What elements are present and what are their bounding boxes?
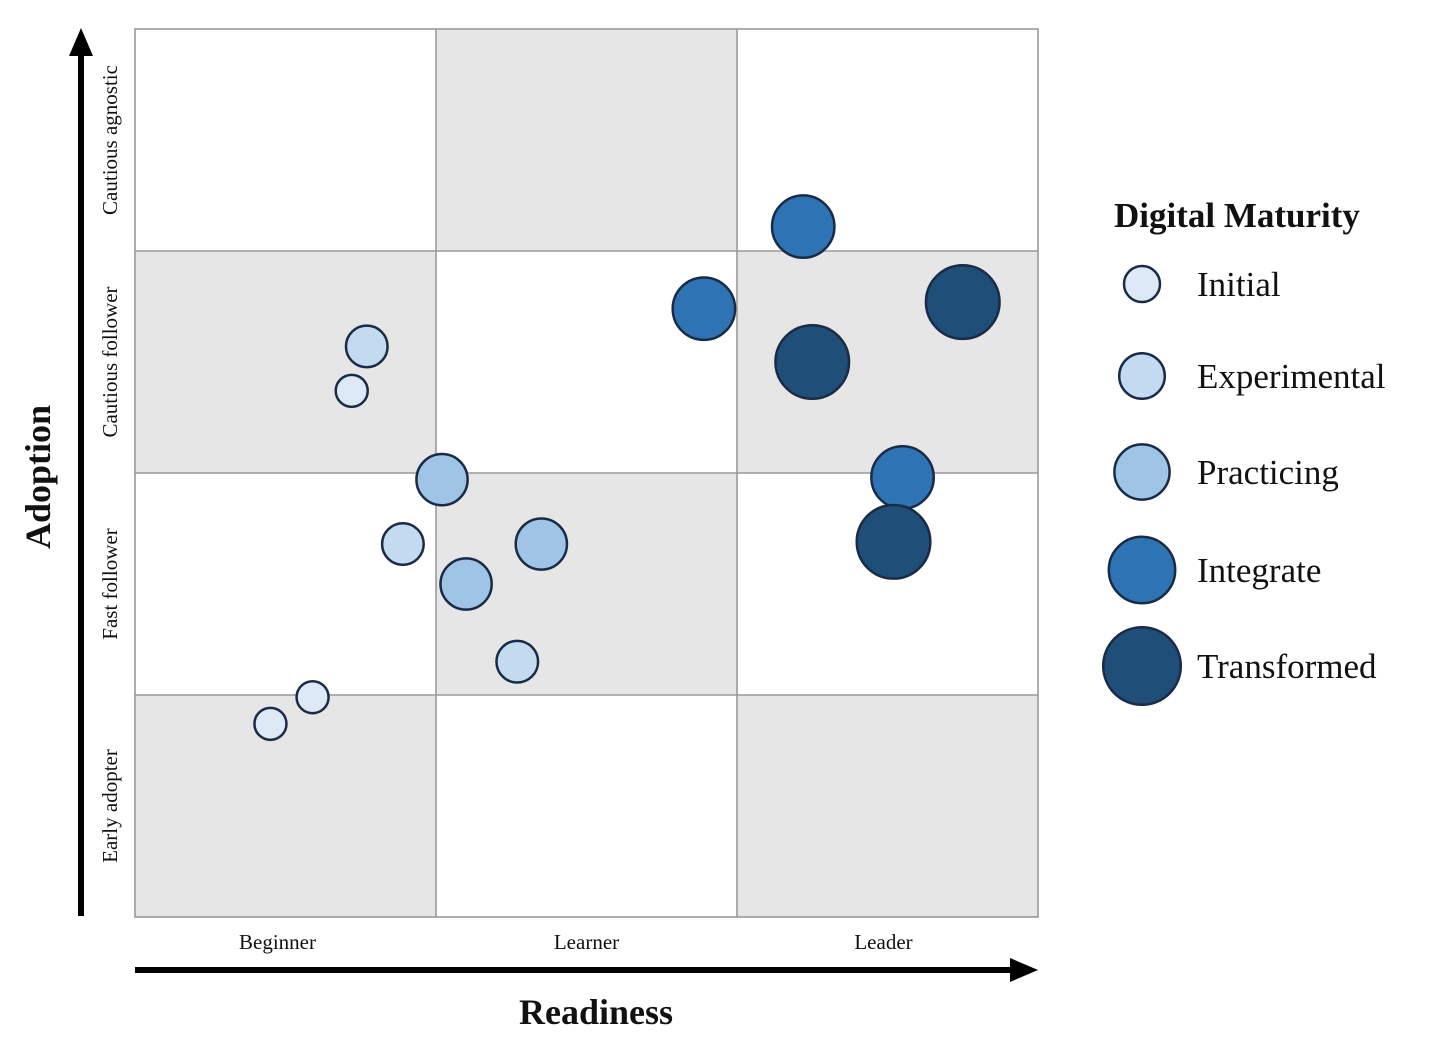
plot-frame bbox=[134, 28, 1039, 918]
bubble-initial bbox=[253, 706, 288, 742]
bubble-experimental bbox=[344, 324, 389, 369]
legend-swatch-experimental bbox=[1117, 351, 1167, 401]
legend-swatch-transformed bbox=[1101, 625, 1183, 707]
y-axis-title: Adoption bbox=[18, 405, 58, 549]
x-tick-label: Leader bbox=[854, 930, 912, 954]
bubble-practicing bbox=[514, 517, 569, 571]
bubble-practicing bbox=[415, 452, 469, 507]
legend-label-experimental: Experimental bbox=[1197, 357, 1386, 396]
y-tick-labels: Early adopter Fast follower Cautious follo… bbox=[98, 65, 122, 863]
grid-cell bbox=[135, 29, 436, 251]
grid-cell bbox=[436, 29, 737, 251]
bubble-integrate bbox=[870, 444, 935, 510]
legend-swatch-initial bbox=[1122, 264, 1162, 304]
bubble-transformed bbox=[774, 323, 851, 401]
legend-label-practicing: Practicing bbox=[1197, 453, 1339, 492]
grid-cell bbox=[135, 473, 436, 695]
bubble-integrate bbox=[671, 276, 737, 342]
legend-label-integrate: Integrate bbox=[1197, 551, 1321, 590]
bubbles bbox=[253, 194, 1001, 742]
bubble-integrate bbox=[770, 194, 836, 260]
y-tick-label: Early adopter bbox=[98, 749, 122, 863]
grid-cell bbox=[436, 695, 737, 917]
bubble-experimental bbox=[380, 521, 425, 567]
legend-label-initial: Initial bbox=[1197, 265, 1281, 304]
bubble-initial bbox=[295, 679, 330, 715]
y-axis-arrow-head bbox=[69, 28, 93, 56]
grid-cell bbox=[737, 695, 1038, 917]
legend-swatch-integrate bbox=[1107, 535, 1177, 605]
y-tick-label: Cautious follower bbox=[98, 286, 122, 437]
x-tick-labels: Beginner Learner Leader bbox=[239, 930, 913, 954]
axes: Adoption Readiness bbox=[18, 28, 1038, 1032]
x-tick-label: Beginner bbox=[239, 930, 316, 954]
y-tick-label: Cautious agnostic bbox=[98, 65, 122, 215]
legend: Digital Maturity Initial Experimental Prac… bbox=[1101, 196, 1386, 707]
x-axis-title: Readiness bbox=[519, 992, 673, 1032]
grid-cell bbox=[135, 251, 436, 473]
x-axis-arrow-head bbox=[1010, 958, 1038, 982]
bubble-experimental bbox=[495, 639, 540, 684]
y-tick-label: Fast follower bbox=[98, 528, 122, 639]
legend-label-transformed: Transformed bbox=[1197, 647, 1377, 686]
bubble-transformed bbox=[924, 264, 1001, 341]
bubble-transformed bbox=[855, 503, 932, 580]
legend-title: Digital Maturity bbox=[1114, 196, 1360, 235]
legend-swatch-practicing bbox=[1113, 443, 1171, 501]
bubble-practicing bbox=[439, 557, 493, 611]
bubble-initial bbox=[334, 373, 369, 409]
x-tick-label: Learner bbox=[554, 930, 619, 954]
